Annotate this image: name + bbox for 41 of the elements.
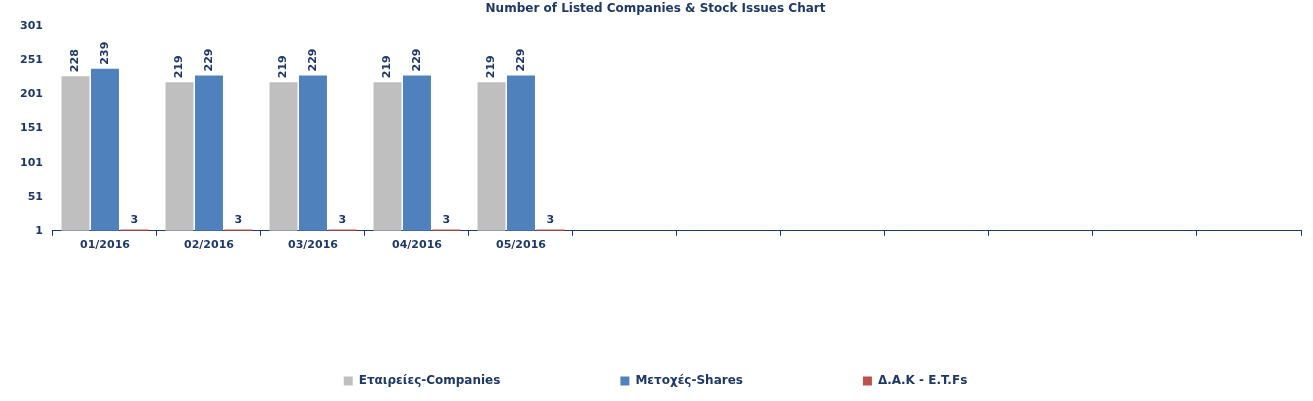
bar: [194, 75, 223, 231]
y-tick-label: 151: [19, 121, 43, 135]
x-tick-label: 02/2016: [183, 238, 235, 252]
y-tick-label: 201: [19, 87, 43, 101]
data-label: 229: [305, 48, 319, 72]
bar: [165, 82, 194, 231]
data-label: 219: [380, 55, 394, 79]
legend-label: Δ.Α.Κ - E.T.Fs: [877, 373, 968, 388]
y-tick-label: 1: [35, 223, 43, 237]
data-label: 228: [68, 49, 82, 73]
data-label: 3: [338, 212, 347, 226]
data-label: 219: [484, 55, 498, 79]
y-tick-label: 51: [27, 189, 43, 203]
bar: [373, 82, 402, 231]
data-label: 3: [234, 212, 243, 226]
y-tick-label: 301: [19, 19, 43, 33]
bar: [477, 82, 506, 231]
data-label: 219: [172, 55, 186, 79]
data-label: 239: [97, 41, 111, 65]
bar: [298, 75, 327, 231]
data-label: 229: [513, 48, 527, 72]
x-tick-label: 03/2016: [287, 238, 339, 252]
data-label: 3: [130, 212, 139, 226]
y-tick-label: 101: [19, 155, 43, 169]
data-label: 229: [409, 48, 423, 72]
chart-title: Number of Listed Companies & Stock Issues Chart: [485, 1, 826, 16]
data-label: 229: [201, 48, 215, 72]
bar: [402, 75, 431, 231]
data-label: 3: [546, 212, 555, 226]
legend-label: Μετοχές-Shares: [635, 373, 743, 388]
x-tick-label: 04/2016: [392, 238, 443, 252]
y-tick-label: 251: [19, 53, 43, 67]
bar: [269, 82, 298, 231]
x-tick-label: 01/2016: [79, 238, 131, 252]
x-tick-label: 05/2016: [496, 238, 547, 252]
legend-label: Εταιρείες-Companies: [358, 373, 501, 388]
data-label: 3: [442, 212, 451, 226]
data-label: 219: [276, 55, 290, 79]
bar: [90, 68, 119, 231]
bar: [506, 75, 535, 231]
bar: [61, 76, 90, 231]
